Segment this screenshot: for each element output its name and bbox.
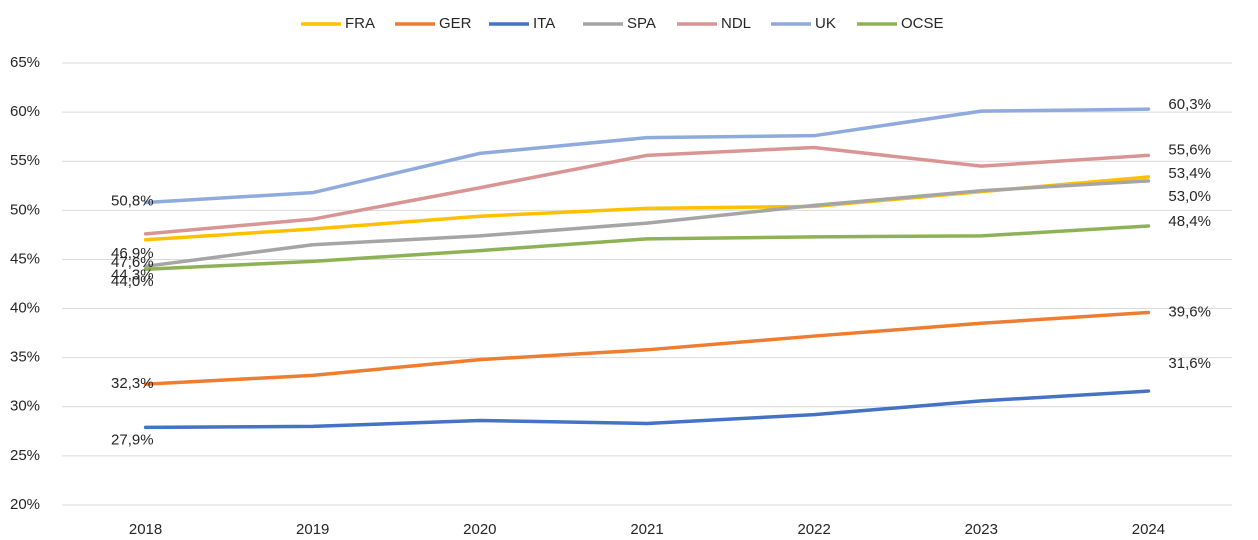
x-tick-label: 2018 xyxy=(129,521,162,538)
y-tick-label: 45% xyxy=(10,250,40,267)
y-tick-label: 30% xyxy=(10,398,40,415)
legend-label: UK xyxy=(815,15,836,32)
x-tick-label: 2020 xyxy=(463,521,496,538)
data-label: 27,9% xyxy=(111,431,154,448)
legend-label: OCSE xyxy=(901,15,944,32)
data-label: 55,6% xyxy=(1168,141,1211,158)
data-label: 50,8% xyxy=(111,192,154,209)
y-tick-label: 50% xyxy=(10,201,40,218)
y-tick-label: 65% xyxy=(10,54,40,71)
legend-label: FRA xyxy=(345,15,375,32)
x-tick-label: 2022 xyxy=(797,521,830,538)
data-label: 44,3% xyxy=(111,266,154,283)
y-tick-label: 20% xyxy=(10,496,40,513)
series-line xyxy=(143,145,1151,236)
legend-label: GER xyxy=(439,15,472,32)
x-tick-label: 2021 xyxy=(630,521,663,538)
series-line xyxy=(143,179,1151,269)
data-label: 53,4% xyxy=(1168,165,1211,182)
data-label: 53,0% xyxy=(1168,188,1211,205)
x-tick-label: 2023 xyxy=(965,521,998,538)
series-line xyxy=(143,389,1151,430)
y-tick-label: 55% xyxy=(10,152,40,169)
y-tick-label: 25% xyxy=(10,447,40,464)
data-label: 32,3% xyxy=(111,375,154,392)
series-line xyxy=(143,107,1151,205)
data-label: 47,6% xyxy=(111,254,154,271)
legend-label: NDL xyxy=(721,15,751,32)
data-label: 39,6% xyxy=(1168,303,1211,320)
series-line xyxy=(143,310,1151,386)
data-label: 31,6% xyxy=(1168,355,1211,372)
legend-label: ITA xyxy=(533,15,555,32)
y-tick-label: 35% xyxy=(10,349,40,366)
data-label: 60,3% xyxy=(1168,96,1211,113)
legend-label: SPA xyxy=(627,15,656,32)
x-tick-label: 2024 xyxy=(1132,521,1165,538)
series-line xyxy=(143,175,1151,242)
data-label: 44,0% xyxy=(111,273,154,290)
y-tick-label: 60% xyxy=(10,103,40,120)
x-tick-label: 2019 xyxy=(296,521,329,538)
data-label: 48,4% xyxy=(1168,213,1211,230)
y-tick-label: 40% xyxy=(10,300,40,317)
data-label: 46,9% xyxy=(111,245,154,262)
series-line xyxy=(143,224,1151,272)
